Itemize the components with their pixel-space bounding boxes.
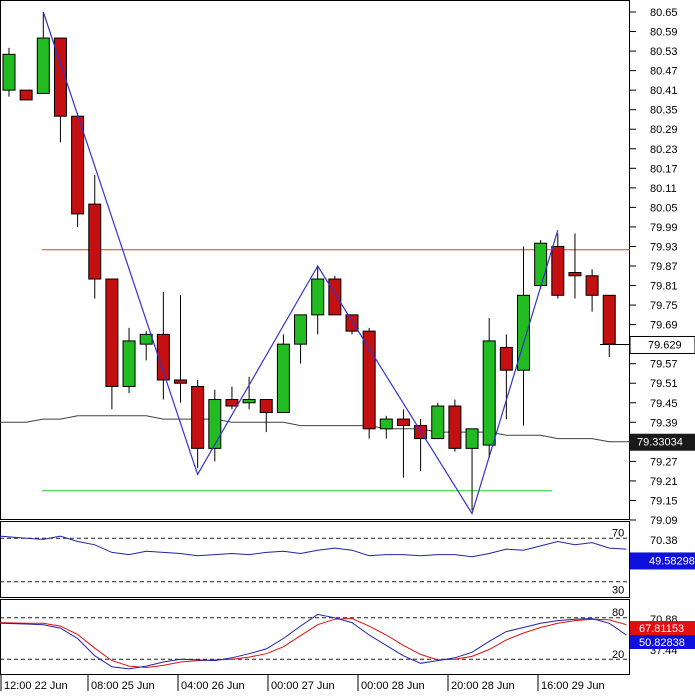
price-tick-label: 79.51 [650, 378, 678, 390]
rsi-level-label: 30 [612, 585, 624, 597]
price-tick-label: 79.09 [650, 515, 678, 527]
candle-bearish [71, 115, 85, 215]
ma-value-box [630, 433, 695, 451]
x-tick-label: 04:00 26 Jun [181, 680, 245, 691]
price-tick-label: 80.23 [650, 144, 678, 156]
candle-bearish [88, 203, 102, 280]
price-tick-label: 80.11 [650, 183, 677, 195]
price-tick-label: 80.29 [650, 124, 678, 136]
candle-bullish [465, 428, 479, 449]
price-tick-label: 79.75 [650, 300, 678, 312]
moving-average-line [0, 415, 630, 443]
candle-bullish [379, 418, 393, 430]
price-tick-label: 79.21 [650, 476, 678, 488]
candle-bearish [259, 399, 273, 414]
x-tick-label: 20:00 28 Jun [451, 680, 515, 691]
stoch-panel-frame [0, 599, 630, 675]
stoch-main-value-label: 67.81153 [639, 623, 684, 635]
candle-bearish [551, 245, 565, 296]
candle-bearish [602, 294, 616, 345]
candle-bullish [431, 405, 445, 440]
candle-bearish [191, 385, 205, 449]
price-tick-label: 79.93 [650, 241, 678, 253]
stoch-level-label: 20 [612, 649, 624, 661]
x-tick-label: 00:00 27 Jun [271, 680, 335, 691]
candle-bullish [139, 333, 153, 345]
candle-bullish [276, 343, 290, 414]
price-tick-label: 79.69 [650, 320, 678, 332]
candle-bearish [585, 275, 599, 296]
rsi-value-box [630, 552, 695, 570]
price-tick-label: 79.81 [650, 281, 678, 293]
stoch-main-line [0, 613, 627, 670]
price-tick-label: 80.59 [650, 27, 678, 39]
stoch-signal-line [0, 617, 627, 669]
price-tick-label: 79.45 [650, 398, 678, 410]
current-price-label: 79.629 [648, 339, 682, 351]
price-tick-label: 80.05 [650, 202, 678, 214]
price-panel-frame [0, 0, 630, 520]
rsi-value-label: 49.58298 [649, 555, 695, 567]
price-tick-label: 79.57 [650, 359, 678, 371]
candle-bullish [208, 399, 222, 449]
candle-bearish [174, 379, 187, 384]
candle-bearish [53, 37, 67, 117]
candle-bearish [19, 89, 33, 101]
stoch-main-value-box [630, 621, 695, 635]
stoch-signal-value-box [630, 635, 695, 649]
price-tick-label: 80.41 [650, 85, 678, 97]
zigzag-line [42, 11, 559, 515]
candle-bullish [534, 242, 548, 287]
ma-value-label: 79.33034 [637, 437, 683, 449]
candle-bearish [396, 418, 410, 427]
x-tick-label: 12:00 22 Jun [4, 680, 68, 691]
rsi-axis-label: 70.38 [650, 535, 678, 547]
rsi-level-label: 70 [612, 527, 624, 539]
candle-bullish [122, 340, 136, 387]
candle-bullish [294, 314, 308, 345]
price-tick-label: 80.65 [650, 7, 678, 19]
candle-bullish [36, 37, 50, 94]
x-tick-label: 08:00 25 Jun [91, 680, 155, 691]
rsi-line [0, 535, 627, 558]
price-tick-label: 79.87 [650, 261, 678, 273]
current-price-box [629, 335, 695, 354]
candle-bearish [448, 405, 462, 449]
price-tick-label: 80.53 [650, 46, 678, 58]
candle-bearish [156, 333, 170, 381]
x-tick-label: 16:00 29 Jun [541, 680, 605, 691]
candle-bullish [482, 340, 496, 446]
rsi-panel-frame [0, 521, 630, 598]
candle-bearish [568, 272, 582, 277]
price-tick-label: 79.15 [650, 495, 678, 507]
stoch-signal-value-label: 50.82838 [639, 637, 685, 649]
price-tick-label: 80.35 [650, 105, 678, 117]
candle-bearish [345, 314, 359, 332]
price-tick-label: 80.47 [650, 66, 678, 78]
candle-bearish [499, 346, 513, 371]
candle-bearish [328, 278, 342, 316]
price-tick-label: 79.27 [650, 456, 678, 468]
stoch-level-label: 80 [612, 607, 624, 619]
price-tick-label: 80.17 [650, 163, 678, 175]
candle-bearish [105, 278, 119, 387]
price-tick-label: 79.39 [650, 417, 678, 429]
candle-bullish [2, 53, 16, 91]
candle-bullish [311, 278, 325, 316]
candle-bullish [242, 399, 256, 404]
candle-bearish [225, 399, 239, 407]
x-tick-label: 00:00 28 Jun [361, 680, 425, 691]
candle-bearish [362, 330, 376, 430]
price-tick-label: 79.99 [650, 222, 678, 234]
